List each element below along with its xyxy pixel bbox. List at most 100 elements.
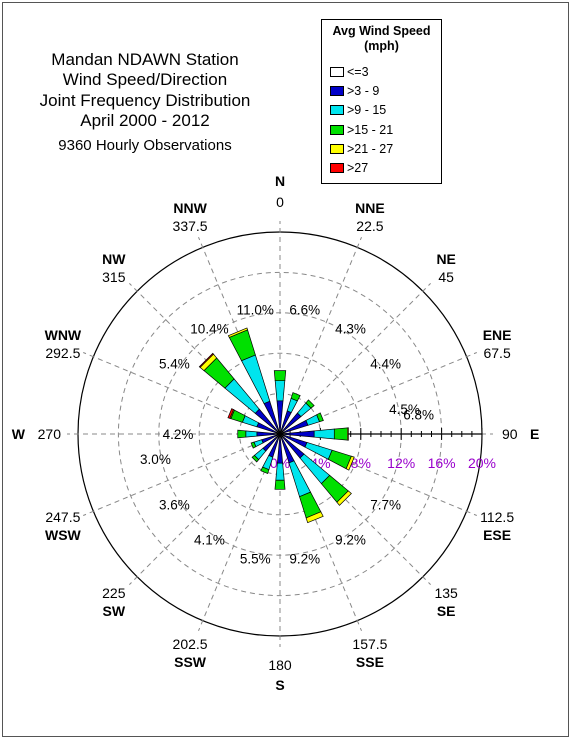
petal-ne-bin-3 [305, 399, 315, 409]
dir-total-wsw: 3.0% [140, 452, 171, 467]
dir-total-n: 6.6% [289, 302, 320, 317]
petal-e-bin-4 [347, 427, 349, 441]
petal-ene-bin-3 [316, 412, 324, 423]
petal-e-bin-3 [333, 427, 348, 441]
dir-deg-n: 0 [276, 194, 284, 210]
dir-total-ese: 7.7% [370, 498, 401, 513]
legend: Avg Wind Speed (mph) <=3 >3 - 9 >9 - 15 … [321, 19, 442, 184]
legend-item-gt27: >27 [330, 161, 368, 175]
dir-total-nnw: 11.0% [237, 302, 274, 317]
dir-abbr-ene: ENE [483, 327, 512, 343]
dir-deg-s: 180 [268, 657, 292, 673]
chart-title-line-4: April 2000 - 2012 [80, 111, 210, 130]
dir-abbr-sse: SSE [356, 654, 384, 670]
dir-total-nne: 4.3% [335, 321, 366, 336]
chart-title-line-1: Mandan NDAWN Station [51, 50, 239, 69]
dir-abbr-w: W [12, 426, 26, 442]
legend-title-line-1: Avg Wind Speed [332, 24, 431, 38]
dir-abbr-se: SE [437, 603, 456, 619]
petal-w-bin-3 [237, 429, 247, 439]
legend-item-3-9: >3 - 9 [330, 84, 379, 98]
legend-swatch-le3 [330, 67, 344, 77]
spoke-wnw [83, 352, 270, 430]
dir-total-wnw: 5.4% [159, 356, 190, 371]
dir-total-ssw: 4.1% [194, 533, 225, 548]
dir-total-w: 4.2% [163, 427, 194, 442]
dir-abbr-nne: NNE [355, 200, 385, 216]
petal-se-bin-4 [336, 490, 352, 506]
dir-total-ne: 4.4% [370, 356, 401, 371]
legend-item-9-15: >9 - 15 [330, 103, 386, 117]
dir-total-sse: 9.2% [289, 552, 320, 567]
dir-total-se: 9.2% [335, 533, 366, 548]
radial-tick-label-12: 12% [387, 455, 415, 471]
dir-abbr-ese: ESE [483, 527, 511, 543]
petal-wnw-bin-5 [227, 408, 234, 419]
dir-abbr-ne: NE [436, 251, 455, 267]
dir-abbr-n: N [275, 173, 285, 189]
dir-total-s: 5.5% [240, 552, 271, 567]
dir-deg-sw: 225 [102, 585, 126, 601]
dir-abbr-nnw: NNW [173, 200, 207, 216]
dir-deg-nnw: 337.5 [173, 218, 208, 234]
legend-swatch-15-21 [330, 125, 344, 135]
petal-wnw-bin-2 [241, 415, 259, 428]
dir-abbr-e: E [530, 426, 539, 442]
legend-label-15-21: >15 - 21 [347, 123, 394, 137]
spoke-wsw [83, 438, 270, 516]
dir-abbr-s: S [275, 677, 284, 693]
dir-abbr-ssw: SSW [174, 654, 207, 670]
dir-deg-ne: 45 [438, 269, 454, 285]
dir-deg-nne: 22.5 [356, 218, 383, 234]
dir-total-ene: 4.5% [389, 402, 420, 417]
chart-title-line-3: Joint Frequency Distribution [39, 91, 251, 110]
dir-deg-sse: 157.5 [352, 636, 387, 652]
legend-label-gt27: >27 [347, 161, 369, 175]
radial-tick-label-16: 16% [428, 455, 456, 471]
petal-ese-bin-4 [345, 455, 355, 471]
petal-ssw-bin-3 [260, 466, 270, 475]
spoke-ssw [198, 444, 276, 631]
legend-label-3-9: >3 - 9 [347, 84, 380, 98]
dir-deg-ene: 67.5 [483, 345, 510, 361]
radial-tick-label-20: 20% [468, 455, 496, 471]
petal-nne-bin-3 [290, 392, 301, 402]
dir-abbr-wnw: WNW [45, 327, 82, 343]
legend-swatch-9-15 [330, 105, 344, 115]
dir-deg-wsw: 247.5 [45, 509, 80, 525]
radial-tick-label-8: 8% [351, 455, 371, 471]
petal-sw-bin-3 [251, 454, 260, 463]
dir-abbr-sw: SW [103, 603, 126, 619]
spoke-nw [129, 283, 272, 426]
dir-deg-se: 135 [434, 585, 458, 601]
dir-deg-ese: 112.5 [480, 509, 514, 525]
dir-deg-w: 270 [38, 426, 62, 442]
dir-deg-ssw: 202.5 [173, 636, 208, 652]
spoke-ene [290, 352, 477, 430]
dir-deg-e: 90 [502, 426, 518, 442]
chart-subtitle: 9360 Hourly Observations [58, 137, 232, 154]
legend-swatch-3-9 [330, 86, 344, 96]
spoke-se [288, 442, 431, 585]
petal-s-bin-3 [274, 479, 286, 490]
spoke-nnw [198, 237, 276, 424]
legend-item-le3: <=3 [330, 65, 369, 79]
dir-total-e: 6.8% [403, 408, 434, 423]
dir-abbr-nw: NW [102, 251, 126, 267]
legend-item-21-27: >21 - 27 [330, 142, 393, 156]
dir-abbr-wsw: WSW [45, 527, 82, 543]
legend-title-line-2: (mph) [364, 39, 399, 53]
spoke-nne [284, 237, 362, 424]
petal-sse-bin-4 [305, 511, 324, 524]
dir-deg-nw: 315 [102, 269, 126, 285]
petal-s-bin-2 [275, 462, 285, 481]
spoke-sw [129, 442, 272, 585]
spoke-ese [290, 438, 477, 516]
petal-n-bin-2 [274, 380, 286, 402]
dir-deg-wnw: 292.5 [45, 345, 80, 361]
spoke-sse [284, 444, 362, 631]
legend-label-le3: <=3 [347, 65, 369, 79]
legend-swatch-21-27 [330, 144, 344, 154]
